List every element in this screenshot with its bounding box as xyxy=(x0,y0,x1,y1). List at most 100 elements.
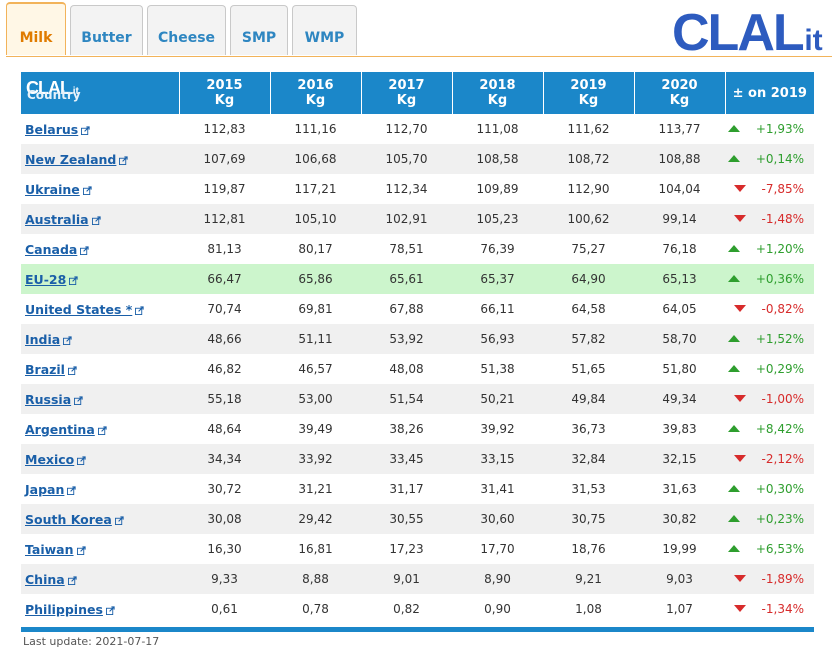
value-cell: 8,90 xyxy=(452,564,543,594)
external-link-icon[interactable] xyxy=(67,365,77,375)
tab-underline xyxy=(6,56,832,57)
value-cell: 58,70 xyxy=(634,324,725,354)
value-cell: 112,70 xyxy=(361,114,452,144)
value-cell: 48,64 xyxy=(179,414,270,444)
external-link-icon[interactable] xyxy=(91,215,101,225)
tab-milk[interactable]: Milk xyxy=(6,2,66,55)
value-cell: 39,49 xyxy=(270,414,361,444)
value-cell: 31,41 xyxy=(452,474,543,504)
change-value: -2,12% xyxy=(761,452,804,466)
value-cell: 17,23 xyxy=(361,534,452,564)
country-link[interactable]: Australia xyxy=(25,211,89,227)
external-link-icon[interactable] xyxy=(63,335,72,345)
table-row: Russia 55,18 53,00 51,54 50,21 49,84 49,34 -1,0… xyxy=(21,384,814,414)
country-link[interactable]: Brazil xyxy=(25,361,65,377)
value-cell: 106,68 xyxy=(270,144,361,174)
change-cell: +8,42% xyxy=(725,414,814,444)
value-cell: 117,21 xyxy=(270,174,361,204)
value-cell: 31,63 xyxy=(634,474,725,504)
header-year-2015[interactable]: 2015 Kg xyxy=(179,72,271,114)
change-cell: -1,00% xyxy=(725,384,814,414)
clal-logo[interactable]: CLAL .it xyxy=(672,6,832,56)
header-watermark-logo: CLAL .it xyxy=(26,78,80,98)
value-cell: 30,08 xyxy=(179,504,270,534)
value-cell: 46,82 xyxy=(179,354,270,384)
table-row: Taiwan 16,30 16,81 17,23 17,70 18,76 19,99 +6,5… xyxy=(21,534,814,564)
country-link[interactable]: Argentina xyxy=(25,421,95,437)
change-cell: +1,93% xyxy=(725,114,814,144)
external-link-icon[interactable] xyxy=(69,275,78,285)
value-cell: 1,07 xyxy=(634,594,725,624)
last-update-text: Last update: 2021-07-17 xyxy=(23,635,160,648)
change-value: -1,00% xyxy=(761,392,804,406)
header-country[interactable]: CLAL .it Country xyxy=(21,72,180,114)
external-link-icon[interactable] xyxy=(114,515,124,525)
country-link[interactable]: Mexico xyxy=(25,451,75,467)
external-link-icon[interactable] xyxy=(74,395,83,405)
value-cell: 39,83 xyxy=(634,414,725,444)
arrow-up-icon xyxy=(727,545,740,552)
external-link-icon[interactable] xyxy=(67,485,77,495)
value-cell: 105,70 xyxy=(361,144,452,174)
country-link[interactable]: South Korea xyxy=(25,511,112,527)
country-cell: Canada xyxy=(21,234,179,264)
external-link-icon[interactable] xyxy=(76,545,86,555)
tab-butter[interactable]: Butter xyxy=(70,5,143,55)
external-link-icon[interactable] xyxy=(105,605,115,615)
value-cell: 31,17 xyxy=(361,474,452,504)
value-cell: 112,81 xyxy=(179,204,270,234)
external-link-icon[interactable] xyxy=(119,155,129,165)
value-cell: 81,13 xyxy=(179,234,270,264)
value-cell: 30,72 xyxy=(179,474,270,504)
arrow-down-icon xyxy=(733,305,746,312)
change-value: -1,48% xyxy=(761,212,804,226)
tab-cheese[interactable]: Cheese xyxy=(147,5,226,55)
value-cell: 78,51 xyxy=(361,234,452,264)
country-link[interactable]: China xyxy=(25,571,65,587)
value-cell: 32,15 xyxy=(634,444,725,474)
external-link-icon[interactable] xyxy=(97,425,107,435)
value-cell: 30,82 xyxy=(634,504,725,534)
svg-text:CLAL: CLAL xyxy=(672,6,804,56)
table-row: Mexico 34,34 33,92 33,45 33,15 32,84 32,15 -2,1… xyxy=(21,444,814,474)
header-year-2019[interactable]: 2019 Kg xyxy=(543,72,635,114)
country-link[interactable]: United States * xyxy=(25,301,133,317)
country-link[interactable]: Belarus xyxy=(25,121,79,137)
arrow-down-icon xyxy=(733,455,746,462)
external-link-icon[interactable] xyxy=(135,305,144,315)
change-cell: -1,34% xyxy=(725,594,814,624)
arrow-up-icon xyxy=(727,275,740,282)
header-year-2016[interactable]: 2016 Kg xyxy=(270,72,362,114)
country-link[interactable]: Russia xyxy=(25,391,72,407)
country-link[interactable]: Japan xyxy=(25,481,65,497)
table-row: Belarus 112,83 111,16 112,70 111,08 111,62 113… xyxy=(21,114,814,144)
header-year-2018[interactable]: 2018 Kg xyxy=(452,72,544,114)
country-link[interactable]: New Zealand xyxy=(25,151,117,167)
external-link-icon[interactable] xyxy=(82,185,92,195)
country-link[interactable]: EU-28 xyxy=(25,271,67,287)
country-cell: Belarus xyxy=(21,114,179,144)
value-cell: 112,83 xyxy=(179,114,270,144)
country-link[interactable]: Taiwan xyxy=(25,541,74,557)
external-link-icon[interactable] xyxy=(81,125,90,135)
external-link-icon[interactable] xyxy=(80,245,89,255)
tab-wmp[interactable]: WMP xyxy=(292,5,357,55)
country-link[interactable]: Ukraine xyxy=(25,181,80,197)
value-cell: 51,65 xyxy=(543,354,634,384)
value-cell: 46,57 xyxy=(270,354,361,384)
value-cell: 16,30 xyxy=(179,534,270,564)
value-cell: 48,66 xyxy=(179,324,270,354)
value-cell: 107,69 xyxy=(179,144,270,174)
country-link[interactable]: Canada xyxy=(25,241,78,257)
header-year-2020[interactable]: 2020 Kg xyxy=(634,72,726,114)
external-link-icon[interactable] xyxy=(77,455,86,465)
header-year-2017[interactable]: 2017 Kg xyxy=(361,72,453,114)
value-cell: 56,93 xyxy=(452,324,543,354)
value-cell: 111,16 xyxy=(270,114,361,144)
country-link[interactable]: Philippines xyxy=(25,601,103,617)
tab-smp[interactable]: SMP xyxy=(230,5,288,55)
header-change[interactable]: ± on 2019 xyxy=(725,72,814,114)
value-cell: 64,90 xyxy=(543,264,634,294)
country-link[interactable]: India xyxy=(25,331,61,347)
external-link-icon[interactable] xyxy=(67,575,77,585)
